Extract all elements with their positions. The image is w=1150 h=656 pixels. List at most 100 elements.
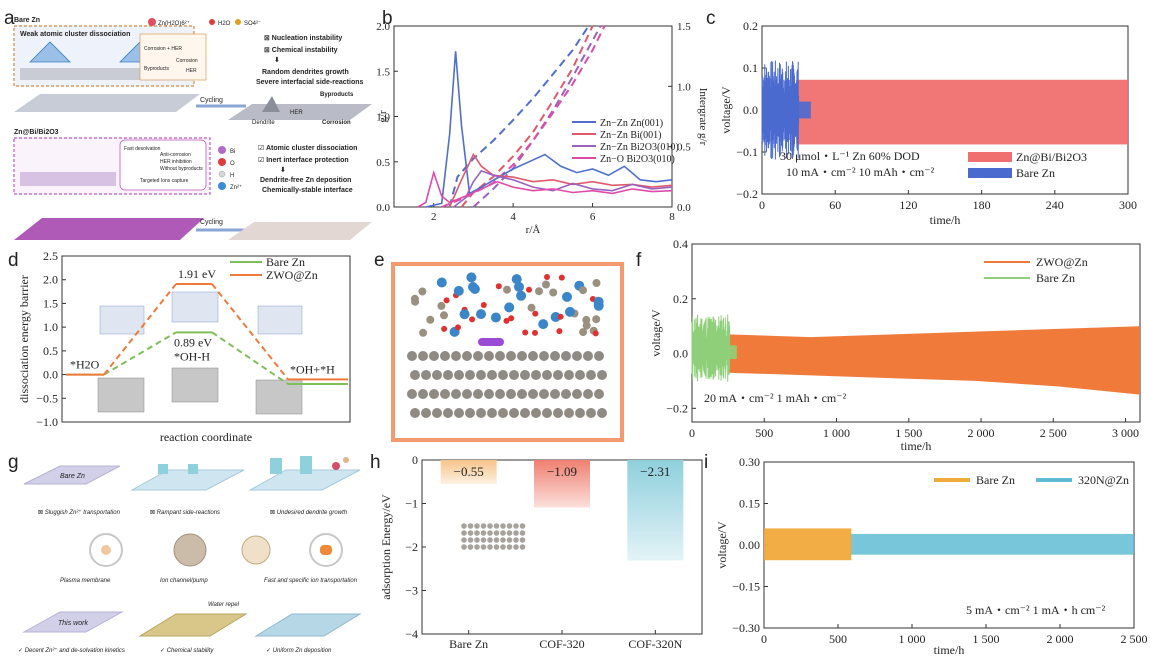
a-bare-corrosion: Corrosion <box>322 120 351 126</box>
b-integrated-line-1 <box>460 25 594 208</box>
a-bare-issue-2: Random dendrites growth <box>262 69 349 76</box>
e-atom-29 <box>592 279 601 287</box>
a-legend-icon-o <box>218 158 226 166</box>
h-decor-atom-0-5 <box>493 523 500 529</box>
g-ion-red <box>332 462 340 470</box>
h-decor-atom-2-5 <box>493 537 500 543</box>
e-slab-atom-2-6 <box>473 389 483 399</box>
g-channel-core <box>320 545 332 555</box>
e-atom-52 <box>556 328 563 335</box>
e-slab-atom-0-1 <box>418 351 428 361</box>
e-slab-atom-3-9 <box>509 408 519 418</box>
a-mod-plate-right <box>228 222 372 240</box>
e-slab-atom-0-6 <box>473 351 483 361</box>
e-slab-atom-1-11 <box>531 370 541 380</box>
e-slab-atom-1-16 <box>586 370 596 380</box>
f-xtick-label-5: 2 500 <box>1040 426 1067 440</box>
a-mod-benefit-1: ☑ Inert interface protection <box>258 156 349 164</box>
g-dendrite-decor-1 <box>270 458 282 474</box>
e-slab-atom-2-16 <box>583 389 593 399</box>
h-ytick-label-2: −2 <box>405 540 418 554</box>
e-slab-atom-2-4 <box>451 389 461 399</box>
a-bare-mini-3: HER <box>186 68 197 74</box>
e-zn-slab <box>407 351 607 418</box>
e-atom-37 <box>532 310 539 317</box>
e-slab-atom-0-0 <box>407 351 417 361</box>
g-water-repel: Water repel <box>208 602 240 608</box>
c-xtick-label-0: 0 <box>759 198 765 212</box>
a-bare-cycling: Cycling <box>200 97 223 104</box>
e-atom-36 <box>593 300 604 311</box>
e-atom-51 <box>453 285 464 296</box>
d-series-0-link-1 <box>211 331 289 385</box>
e-slab-atom-3-6 <box>476 408 486 418</box>
a-mod-cycling: Cycling <box>200 219 223 226</box>
e-atom-50 <box>579 328 588 337</box>
f-ytick-label-2: 0.2 <box>673 292 688 306</box>
e-slab-atom-1-9 <box>509 370 519 380</box>
c-xtick-label-4: 240 <box>1046 198 1064 212</box>
panel-label-a: a <box>4 8 15 29</box>
e-slab-atom-2-3 <box>440 389 450 399</box>
b-legend-label-0: Zn−Zn Zn(001) <box>600 118 663 129</box>
g-pump-icon-2 <box>241 535 271 565</box>
a-mod-title: Zn@Bi/Bi2O3 <box>14 129 59 136</box>
a-mod-benefit-2: Dendrite-free Zn deposition <box>260 177 351 184</box>
h-decor-atom-1-0 <box>461 530 467 536</box>
g-membrane-core <box>101 545 111 555</box>
e-atom-47 <box>549 288 558 297</box>
e-atom-48 <box>468 282 478 292</box>
h-decor-atom-0-1 <box>467 523 474 529</box>
c-ytick-label-4: 0.2 <box>743 19 758 33</box>
a-species-2: SO4²⁻ <box>244 21 261 27</box>
e-slab-atom-2-9 <box>506 389 516 399</box>
e-slab-atom-3-7 <box>487 408 497 418</box>
e-atom-28 <box>522 329 529 336</box>
e-slab-atom-0-3 <box>440 351 450 361</box>
panel-label-g: g <box>8 452 19 473</box>
a-bare-plate-left <box>14 94 200 112</box>
i-xtick-label-1: 500 <box>829 632 847 646</box>
e-slab-atom-3-0 <box>410 408 420 418</box>
h-value-label-2: −2.31 <box>640 464 670 479</box>
a-species-icon-zn <box>148 18 156 26</box>
e-atom-8 <box>582 315 591 324</box>
c-series-band-1 <box>796 101 811 119</box>
h-value-label-1: −1.09 <box>547 464 577 479</box>
b-ytick-label-4: 2.0 <box>376 21 390 33</box>
f-series-band-0 <box>728 326 1140 395</box>
a-legend-icon-h <box>218 170 226 178</box>
h-decor-atom-0-4 <box>487 523 493 529</box>
a-dendrite-shape <box>262 96 280 112</box>
c-ytick-label-1: −0.1 <box>736 145 758 159</box>
e-atom-31 <box>592 330 599 337</box>
c-xtick-label-2: 120 <box>899 198 917 212</box>
i-xlabel: time/h <box>934 643 965 656</box>
i-xtick-label-4: 2 000 <box>1047 632 1074 646</box>
panel-label-d: d <box>8 250 19 271</box>
a-bare-issue-0: ⊠ Nucleation instability <box>264 35 342 42</box>
g-top-1: ⊠ Rampant side-reactions <box>150 510 220 516</box>
h-decor-atom-1-5 <box>493 530 500 536</box>
e-atom-45 <box>436 277 447 288</box>
c-ytick-label-0: −0.2 <box>736 187 758 201</box>
e-slab-atom-2-7 <box>484 389 494 399</box>
e-atom-12 <box>562 291 572 302</box>
e-atom-57 <box>550 312 561 322</box>
a-bare-issue-3: Severe interfacial side-reactions <box>256 79 363 86</box>
f-ytick-label-0: −0.2 <box>666 401 688 415</box>
e-atom-23 <box>440 311 448 320</box>
g-mid-1: Ion channel/pump <box>160 578 208 584</box>
e-atom-24 <box>516 290 527 301</box>
g-side-decor-2 <box>188 464 198 474</box>
e-slab-atom-3-4 <box>454 408 464 418</box>
i-ytick-label-4: 0.30 <box>739 455 760 469</box>
a-bare-plate-right <box>228 104 372 120</box>
e-atom-33 <box>511 274 522 285</box>
i-series-band-0 <box>764 528 852 561</box>
a-mod-benefit-3: Chemically-stable interface <box>262 187 353 194</box>
a-mod-substrate <box>20 172 116 186</box>
e-atom-55 <box>503 317 510 324</box>
